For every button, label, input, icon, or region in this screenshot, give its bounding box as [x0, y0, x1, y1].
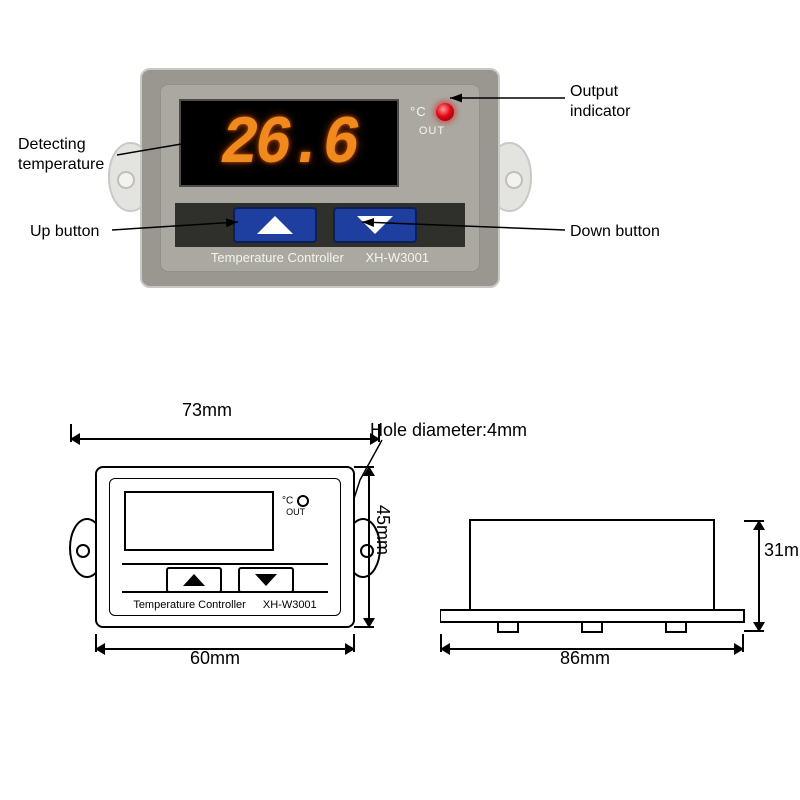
callout-down-button: Down button: [570, 222, 660, 242]
outline-unit: °C OUT: [282, 495, 309, 517]
device-face: 26.6 °C OUT Temperature Controller: [160, 84, 480, 272]
outline-display: [124, 491, 274, 551]
callout-detecting-temperature: Detecting temperature: [18, 135, 104, 175]
output-indicator-group: °C OUT: [405, 103, 459, 137]
outline-led-icon: [297, 495, 309, 507]
outline-model: XH-W3001: [263, 599, 317, 611]
up-button[interactable]: [233, 207, 317, 243]
device-annotated: 26.6 °C OUT Temperature Controller: [140, 68, 500, 288]
outline-down-button: [238, 567, 294, 593]
callout-output-indicator: Output indicator: [570, 82, 630, 122]
temperature-display: 26.6: [179, 99, 399, 187]
dim-bar-73mm: [70, 432, 380, 446]
label-side-height: 31mm: [764, 540, 800, 561]
outline-out-label: OUT: [282, 507, 309, 517]
outline-up-button: [166, 567, 222, 593]
callout-up-button: Up button: [30, 222, 99, 242]
outline-face: °C OUT Temperature Controller XH-W3001: [109, 478, 341, 616]
dim-bar-60mm: [95, 642, 355, 656]
outline-title: Temperature Controller: [133, 599, 246, 611]
out-label: OUT: [405, 125, 459, 137]
outline-front-view: °C OUT Temperature Controller XH-W3001: [95, 466, 355, 628]
label-width-overall: 73mm: [182, 400, 232, 421]
dim-bar-31mm: [752, 520, 766, 632]
button-bar: [175, 203, 465, 247]
temperature-value: 26.6: [221, 101, 356, 189]
dim-bar-86mm: [440, 642, 744, 656]
device-title: Temperature Controller: [211, 250, 344, 265]
device-model: XH-W3001: [366, 250, 430, 265]
device-body: 26.6 °C OUT Temperature Controller: [140, 68, 500, 288]
device-title-row: Temperature Controller XH-W3001: [161, 250, 479, 265]
outline-button-bar: [122, 563, 328, 593]
dim-bar-45mm: [362, 466, 376, 628]
outline-title-row: Temperature Controller XH-W3001: [110, 599, 340, 611]
output-led-icon: [436, 103, 454, 121]
outline-body: °C OUT Temperature Controller XH-W3001: [95, 466, 355, 628]
unit-label: °C: [410, 104, 427, 119]
dimension-drawings: Hole diameter:4mm 73mm °C: [40, 400, 760, 740]
down-button[interactable]: [333, 207, 417, 243]
arrow-up-icon: [257, 216, 293, 234]
arrow-down-icon: [357, 216, 393, 234]
